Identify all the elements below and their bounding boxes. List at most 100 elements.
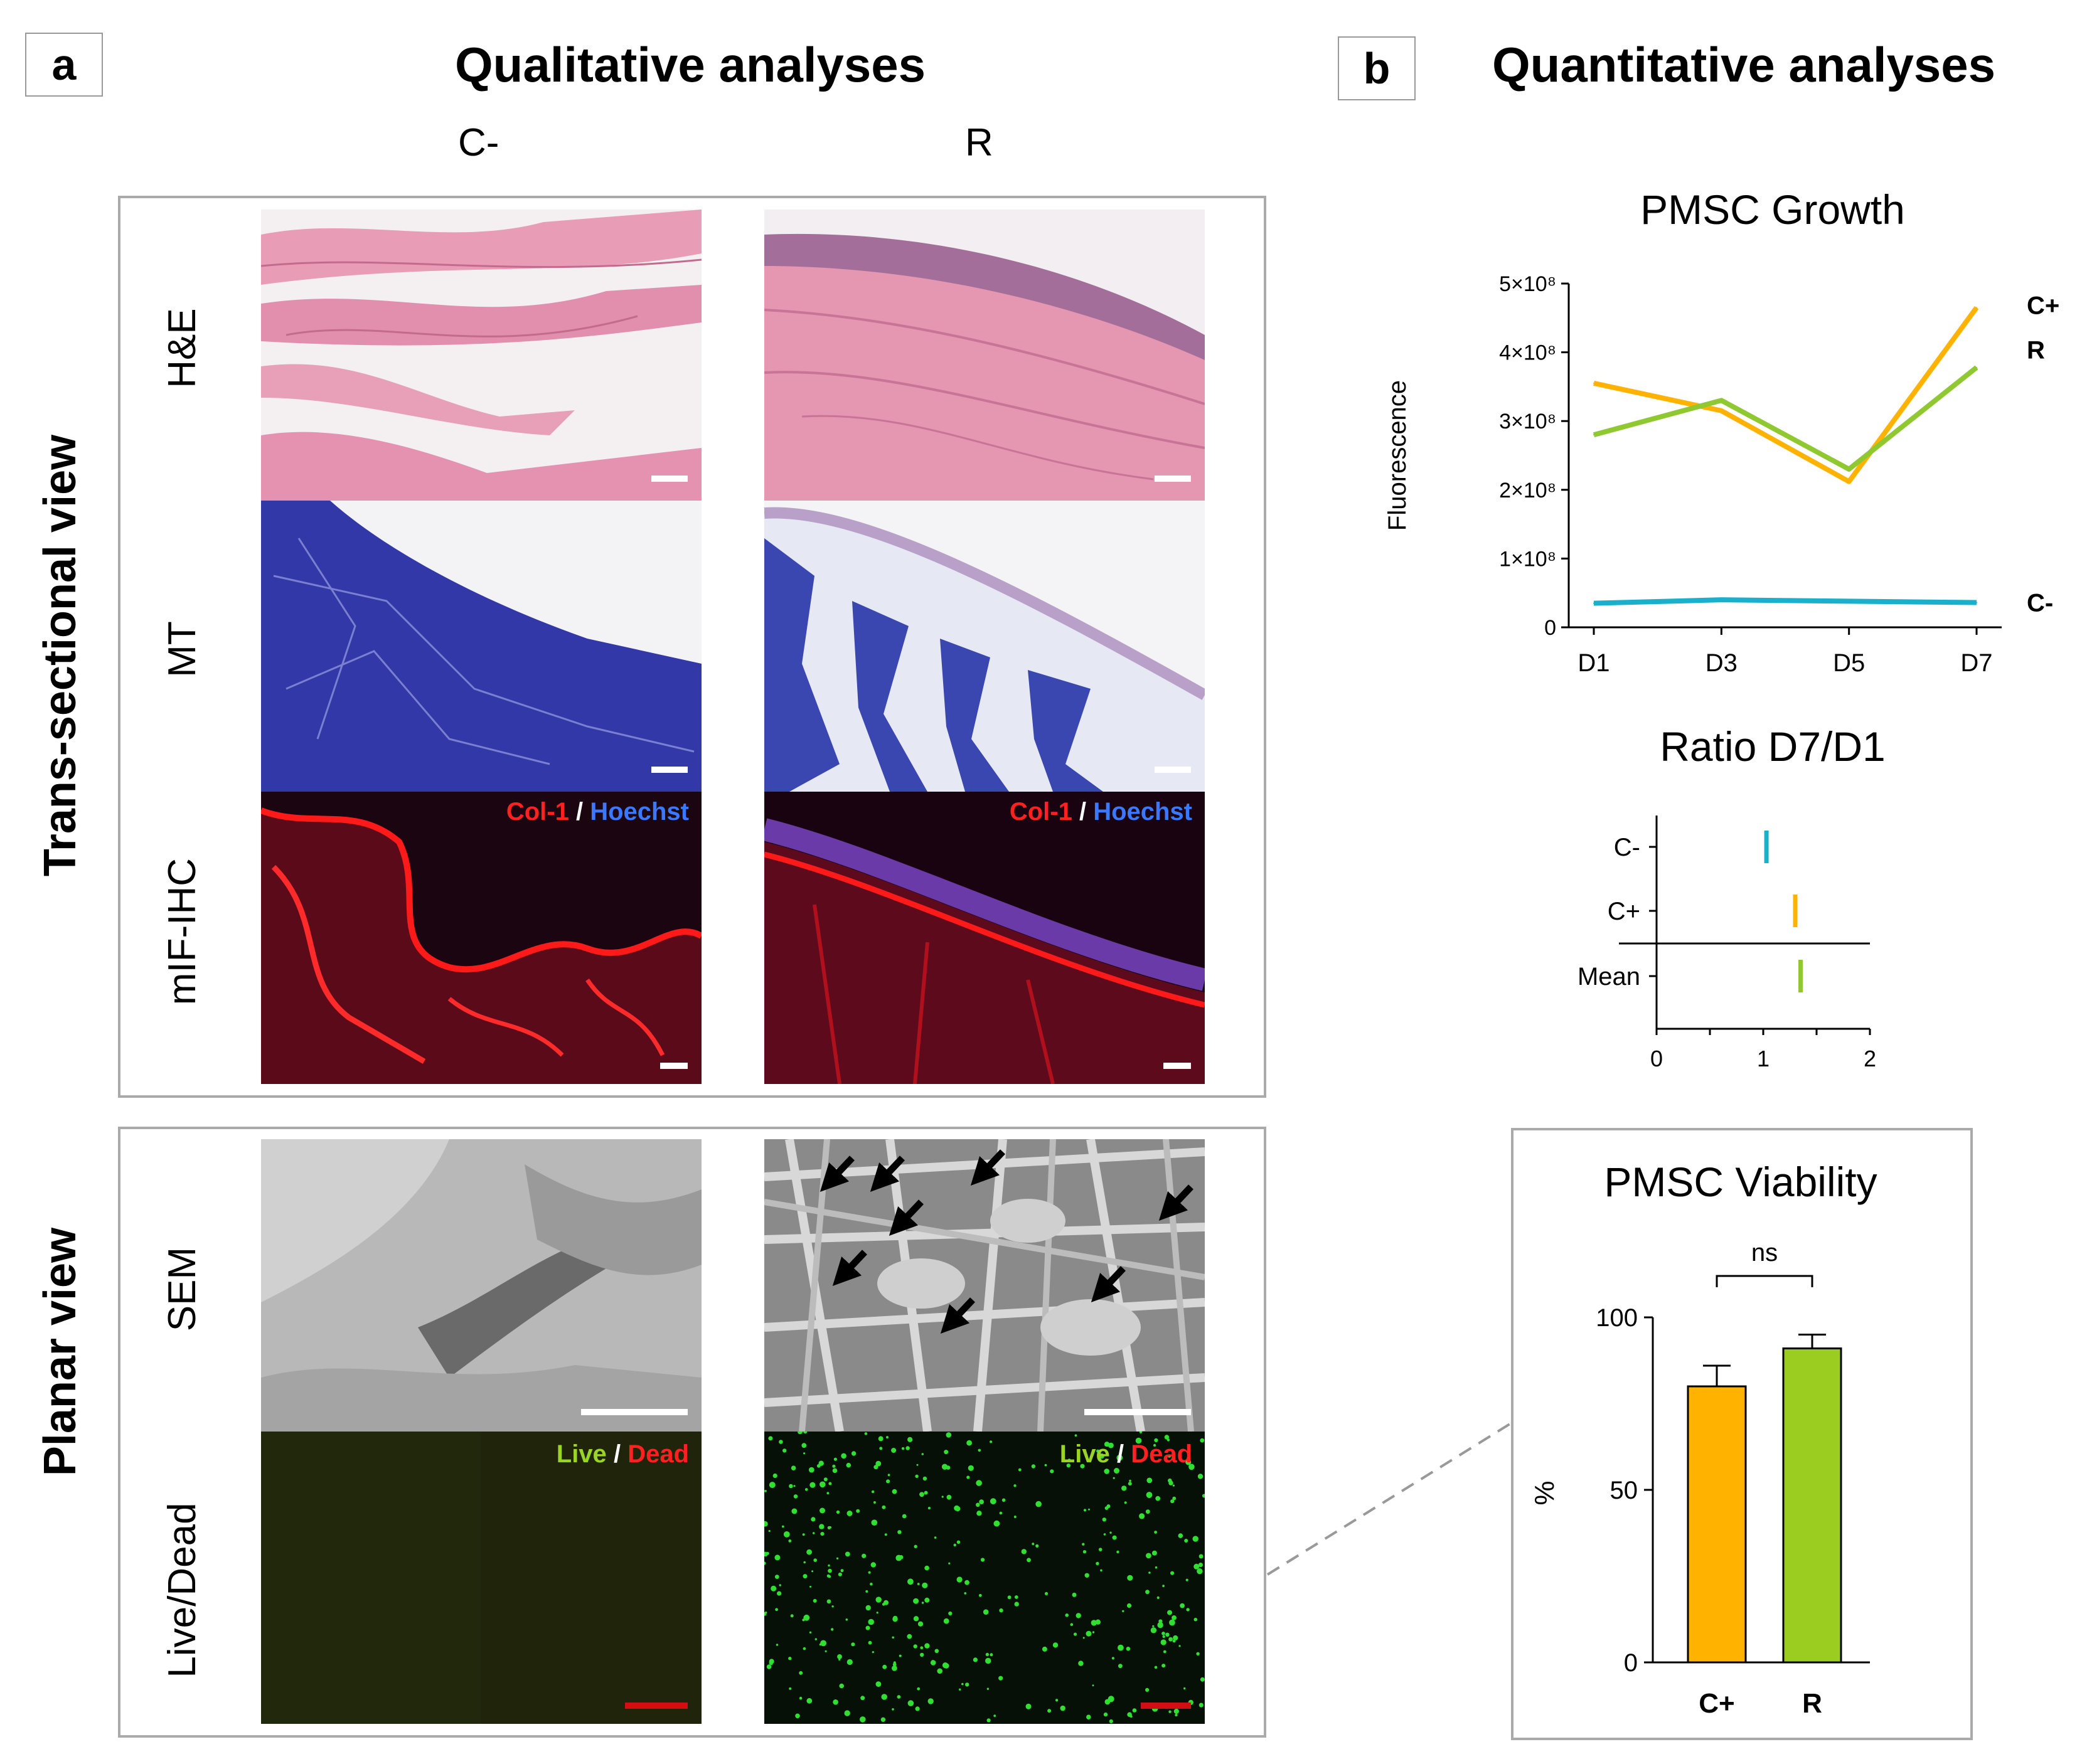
live-cell-dot <box>917 1687 921 1691</box>
live-cell-dot <box>913 1644 917 1649</box>
live-cell-dot <box>897 1530 902 1534</box>
live-cell-dot <box>870 1582 873 1586</box>
live-cell-dot <box>1156 1596 1160 1599</box>
dashed-connector <box>1266 1423 1511 1576</box>
live-cell-dot <box>983 1609 989 1615</box>
live-cell-dot <box>990 1498 996 1505</box>
live-cell-dot <box>1150 1627 1157 1634</box>
live-cell-dot <box>820 1532 825 1536</box>
live-cell-dot <box>1055 1699 1059 1702</box>
arrow-icon <box>1091 1266 1126 1302</box>
live-cell-dot <box>764 1551 768 1557</box>
live-cell-dot <box>1188 1464 1195 1470</box>
live-cell-dot <box>833 1699 838 1705</box>
live-cell-dot <box>1035 1501 1042 1507</box>
live-cell-dot <box>1096 1449 1099 1453</box>
live-cell-dot <box>1052 1642 1059 1648</box>
live-cell-dot <box>978 1593 982 1597</box>
live-cell-dot <box>1198 1563 1203 1568</box>
live-cell-dot <box>791 1465 796 1470</box>
live-cell-dot <box>892 1708 894 1711</box>
live-cell-dot <box>1126 1603 1132 1608</box>
live-cell-dot <box>868 1618 874 1625</box>
y-tick-label: 5×10⁸ <box>1499 272 1556 296</box>
live-cell-dot <box>819 1507 825 1514</box>
overlay-slash: / <box>1116 1440 1124 1468</box>
live-cell-dot <box>845 1618 848 1621</box>
live-cell-dot <box>779 1584 781 1586</box>
live-cell-dot <box>1035 1544 1039 1548</box>
live-cell-dot <box>1145 1509 1150 1514</box>
live-cell-dot <box>976 1502 980 1507</box>
live-cell-dot <box>782 1525 784 1528</box>
live-cell-dot <box>959 1688 961 1691</box>
live-cell-dot <box>956 1576 963 1583</box>
live-cell-dot <box>1165 1632 1170 1637</box>
live-cell-dot <box>829 1526 831 1529</box>
y-tick-label: 1×10⁸ <box>1499 547 1556 571</box>
live-cell-dot <box>813 1598 817 1603</box>
growth-chart: 0 1×10⁸ 2×10⁸ 3×10⁸ 4×10⁸ 5×10⁸ D1 D3 D5 D7 Fluore… <box>1384 272 2059 677</box>
live-cell-dot <box>1092 1684 1094 1687</box>
live-cell-dot <box>789 1484 793 1489</box>
scale-bar <box>1155 476 1191 482</box>
live-cell-dot <box>1155 1496 1161 1501</box>
live-cell-dot <box>882 1505 886 1509</box>
live-cell-dot <box>899 1654 902 1657</box>
category-label: C+ <box>1608 898 1640 925</box>
live-cell-dot <box>1146 1477 1153 1484</box>
live-cell-dot <box>907 1578 914 1585</box>
live-cell-dot <box>776 1644 779 1646</box>
live-cell-dot <box>882 1603 885 1606</box>
data-point <box>1976 307 1977 309</box>
live-cell-dot <box>937 1668 942 1674</box>
live-cell-dot <box>1197 1474 1204 1479</box>
live-cell-dot <box>764 1561 766 1565</box>
live-cell-dot <box>1197 1568 1203 1575</box>
live-cell-dot <box>782 1448 787 1453</box>
panel-b-title: Quantitative analyses <box>1492 37 1996 92</box>
live-cell-dot <box>1170 1499 1175 1504</box>
live-cell-dot <box>838 1572 842 1576</box>
live-cell-dot <box>1200 1438 1205 1443</box>
live-cell-dot <box>873 1465 878 1470</box>
live-cell-dot <box>1088 1508 1090 1511</box>
live-cell-dot <box>1154 1531 1157 1534</box>
live-cell-dot <box>802 1533 805 1536</box>
live-cell-dot <box>832 1464 836 1468</box>
live-cell-dot <box>907 1437 913 1442</box>
live-cell-dot <box>764 1490 767 1492</box>
live-cell-dot <box>1146 1553 1151 1559</box>
live-cell-dot <box>966 1440 972 1446</box>
live-cell-dot <box>1018 1468 1022 1472</box>
live-cell-dot <box>924 1565 929 1571</box>
live-cell-dot <box>1168 1480 1173 1485</box>
live-cell-dot <box>856 1509 860 1513</box>
overlay-legend: Live / Dead <box>557 1440 689 1469</box>
live-cell-dot <box>1173 1708 1179 1714</box>
column-label-r: R <box>965 121 993 164</box>
live-cell-dot <box>1167 1454 1172 1458</box>
live-cell-dot <box>1162 1635 1165 1639</box>
live-cell-dot <box>1198 1703 1204 1708</box>
arrow-icon <box>940 1297 975 1334</box>
live-cell-dot <box>1148 1495 1151 1499</box>
live-cell-dot <box>772 1473 777 1479</box>
live-cell-dot <box>1172 1615 1177 1620</box>
live-cell-dot <box>1185 1459 1192 1465</box>
live-cell-dot <box>892 1615 898 1621</box>
live-cell-dot <box>1104 1469 1109 1474</box>
data-point <box>1721 599 1722 601</box>
live-cell-dot <box>806 1549 812 1555</box>
live-cell-dot <box>1157 1622 1163 1629</box>
live-cell-dot <box>803 1614 810 1621</box>
live-cell-dot <box>899 1555 904 1559</box>
live-cell-dot <box>990 1440 993 1443</box>
live-cell-dot <box>968 1465 974 1471</box>
live-cell-dot <box>1096 1561 1099 1566</box>
x-tick-label: D7 <box>1960 649 1992 677</box>
live-cell-dot <box>917 1583 920 1585</box>
data-point <box>1848 481 1850 482</box>
live-cell-dot <box>1100 1569 1102 1572</box>
scale-bar <box>625 1703 688 1709</box>
